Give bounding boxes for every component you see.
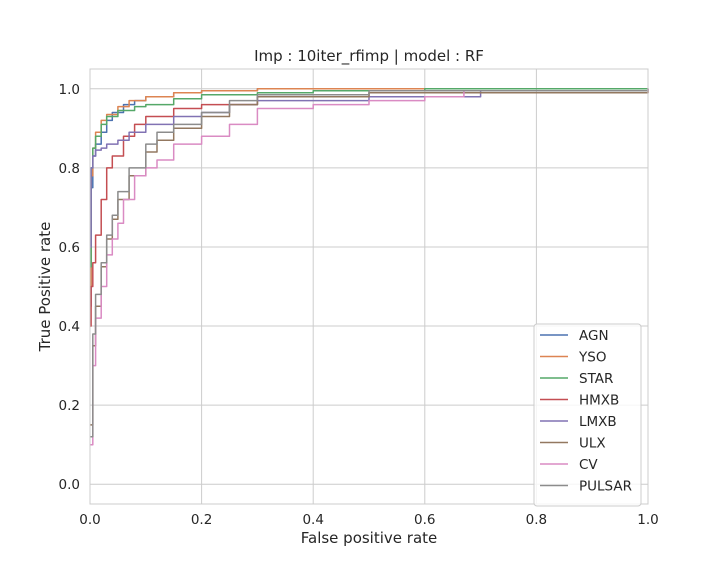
legend-label-lmxb: LMXB — [579, 414, 617, 430]
y-tick-label: 0.2 — [59, 398, 80, 414]
legend-label-agn: AGN — [579, 328, 609, 344]
legend-label-hmxb: HMXB — [579, 393, 619, 409]
y-axis-label: True Positive rate — [36, 222, 54, 353]
series-line-star — [90, 88, 648, 268]
x-tick-label: 0.0 — [79, 512, 100, 528]
series-line-pulsar — [90, 88, 649, 438]
y-tick-label: 1.0 — [59, 82, 80, 98]
legend-label-yso: YSO — [578, 350, 606, 366]
legend-label-cv: CV — [579, 457, 598, 473]
x-tick-label: 0.4 — [302, 512, 323, 528]
x-tick-label: 0.6 — [414, 512, 435, 528]
x-tick-label: 1.0 — [637, 512, 658, 528]
y-tick-label: 0.6 — [59, 240, 80, 256]
y-tick-label: 0.4 — [59, 319, 80, 335]
series-line-cv — [90, 88, 649, 446]
series-layer — [90, 88, 649, 446]
x-tick-label: 0.2 — [191, 512, 212, 528]
x-tick-label: 0.8 — [526, 512, 547, 528]
x-axis-label: False positive rate — [301, 529, 438, 547]
plot-frame — [89, 68, 649, 505]
y-tick-label: 0.8 — [59, 161, 80, 177]
y-tick-label: 0.0 — [59, 477, 80, 493]
legend: AGN YSO STAR HMXB LMXB ULX CV PULSAR — [533, 323, 642, 507]
legend-label-star: STAR — [579, 371, 613, 387]
legend-label-pulsar: PULSAR — [579, 479, 632, 495]
chart-title: Imp : 10iter_rfimp | model : RF — [254, 47, 484, 66]
legend-box — [533, 323, 642, 507]
legend-label-ulx: ULX — [579, 436, 606, 452]
tick-labels: 0.0 0.2 0.4 0.6 0.8 1.0 0.0 0.2 0.4 0.6 0.8 1.0 — [59, 82, 659, 528]
